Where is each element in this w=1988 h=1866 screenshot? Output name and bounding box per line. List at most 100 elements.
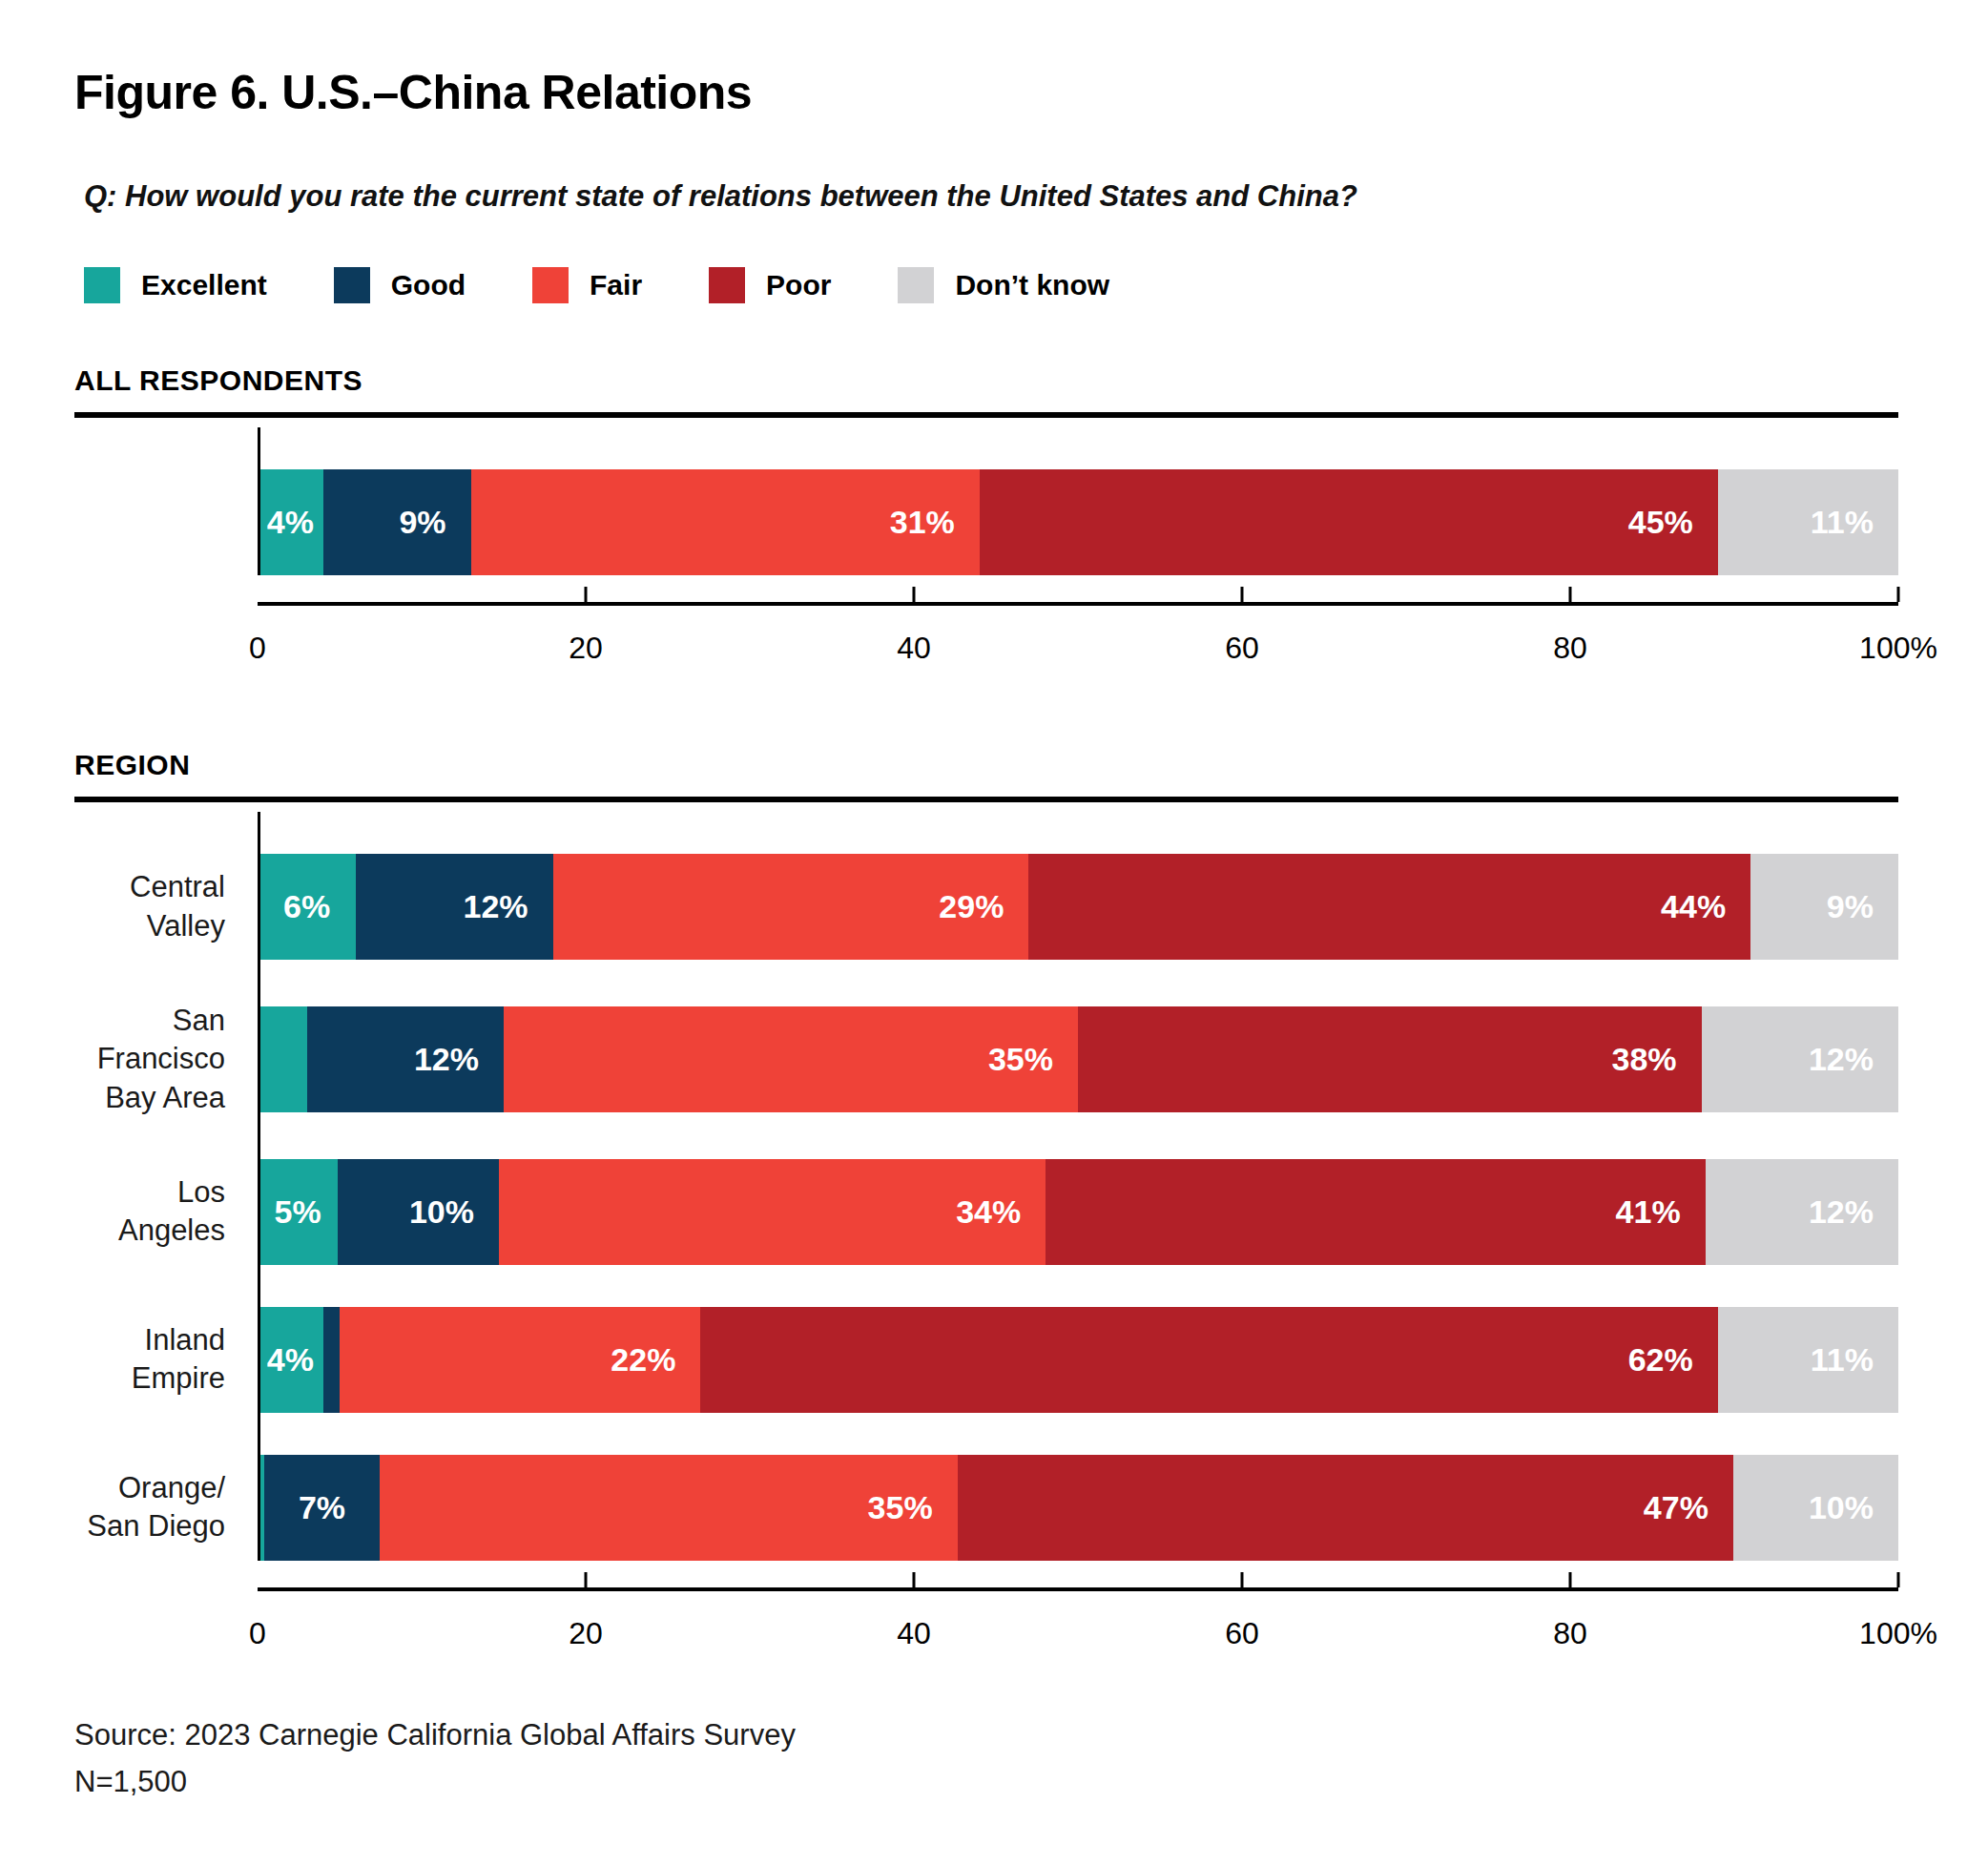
chart-row: Central Valley6%12%29%44%9%	[74, 854, 1898, 960]
legend-label: Good	[391, 269, 466, 301]
axis-tick-label: 100%	[1859, 1616, 1937, 1651]
x-axis: 020406080100%	[258, 602, 1898, 688]
section-region: REGION Central Valley6%12%29%44%9%San Fr…	[74, 749, 1898, 1673]
segment-value-label: 9%	[399, 504, 445, 541]
segment-value-label: 4%	[267, 504, 314, 541]
axis-tick	[1241, 587, 1244, 602]
bar-segment-good: 9%	[323, 469, 471, 575]
row-label: Orange/ San Diego	[74, 1469, 258, 1546]
plot-area: 4%9%31%45%11%	[74, 427, 1898, 575]
axis-tick-label: 20	[569, 1616, 603, 1651]
bar-segment-good: 7%	[264, 1455, 380, 1561]
bar-segment-poor: 62%	[700, 1307, 1717, 1413]
stacked-bar-chart-all: 4%9%31%45%11% 020406080100%	[74, 427, 1898, 688]
axis-tick	[1897, 1572, 1900, 1587]
legend-label: Excellent	[141, 269, 267, 301]
axis-tick-label: 80	[1553, 631, 1587, 666]
bar-rows: Central Valley 6% 12% 29% 44% 9% San Francisco…	[74, 812, 1898, 1561]
axis-tick-label: 0	[249, 631, 266, 666]
y-axis-line	[258, 812, 260, 1561]
segment-value-label: 44%	[1661, 888, 1726, 925]
bar-segment-fair: 35%	[380, 1455, 958, 1561]
axis-tick	[1897, 587, 1900, 602]
row-label: Inland Empire	[74, 1321, 258, 1399]
segment-value-label: 7%	[299, 1489, 345, 1526]
bar-segment-good: 12%	[307, 1006, 504, 1112]
axis-tick	[1569, 587, 1572, 602]
legend-swatch-excellent	[84, 267, 120, 303]
segment-value-label: 5%	[275, 1193, 321, 1231]
bar-segment-fair: 31%	[471, 469, 980, 575]
stacked-bar: 4%22%62%11%	[258, 1307, 1898, 1413]
axis-tick	[585, 1572, 588, 1587]
axis-tick	[1569, 1572, 1572, 1587]
segment-value-label: 41%	[1616, 1193, 1681, 1231]
x-axis: 020406080100%	[258, 1587, 1898, 1673]
segment-value-label: 62%	[1628, 1341, 1693, 1379]
bar-segment-poor: 41%	[1046, 1159, 1705, 1265]
segment-value-label: 12%	[414, 1041, 479, 1078]
stacked-bar: 4%9%31%45%11%	[258, 469, 1898, 575]
row-label: San Francisco Bay Area	[74, 1002, 258, 1117]
chart-row: Orange/ San Diego 7% 35% 47% 10%	[74, 1455, 1898, 1561]
bar-rows: 4%9%31%45%11%	[74, 427, 1898, 575]
legend-item-excellent: Excellent	[84, 267, 267, 303]
segment-value-label: 12%	[1809, 1193, 1874, 1231]
legend: Excellent Good Fair Poor Don’t know	[74, 267, 1898, 303]
axis-tick	[1241, 1572, 1244, 1587]
bar-segment-dont_know: 12%	[1702, 1006, 1898, 1112]
bar-segment-poor: 38%	[1078, 1006, 1702, 1112]
bar-segment-fair: 34%	[499, 1159, 1046, 1265]
figure-title: Figure 6. U.S.–China Relations	[74, 65, 1898, 120]
stacked-bar: 12%35%38%12%	[258, 1006, 1898, 1112]
bar-segment-fair: 22%	[340, 1307, 700, 1413]
chart-row: Los Angeles 5% 10%34% 41% 12%	[74, 1159, 1898, 1265]
axis-tick	[913, 1572, 916, 1587]
chart-row: San Francisco Bay Area12%35%38%12%	[74, 1002, 1898, 1117]
source-line: Source: 2023 Carnegie California Global …	[74, 1711, 1898, 1759]
axis-tick	[913, 587, 916, 602]
legend-label: Poor	[766, 269, 831, 301]
segment-value-label: 35%	[868, 1489, 933, 1526]
axis-tick-label: 0	[249, 1616, 266, 1651]
axis-tick-label: 40	[897, 1616, 931, 1651]
axis-tick-label: 40	[897, 631, 931, 666]
axis-tick-label: 20	[569, 631, 603, 666]
legend-swatch-fair	[532, 267, 569, 303]
legend-swatch-dont_know	[898, 267, 934, 303]
bar-segment-excellent: 4%	[258, 469, 323, 575]
segment-value-label: 11%	[1811, 504, 1874, 541]
bar-segment-poor: 47%	[958, 1455, 1733, 1561]
segment-value-label: 10%	[1809, 1489, 1874, 1526]
legend-item-good: Good	[334, 267, 466, 303]
legend-label: Fair	[590, 269, 642, 301]
legend-item-fair: Fair	[532, 267, 642, 303]
stacked-bar-chart-region: Central Valley 6% 12% 29% 44% 9% San Francisco…	[74, 812, 1898, 1673]
bar-segment-dont_know: 11%	[1718, 1307, 1898, 1413]
segment-value-label: 22%	[611, 1341, 675, 1379]
survey-question: Q: How would you rate the current state …	[74, 179, 1898, 214]
axis-tick	[585, 587, 588, 602]
chart-row: 4%9%31%45%11%	[74, 469, 1898, 575]
chart-row: Inland Empire4%22%62%11%	[74, 1307, 1898, 1413]
segment-value-label: 11%	[1811, 1341, 1874, 1379]
axis-tick-label: 60	[1225, 631, 1259, 666]
axis-tick-label: 80	[1553, 1616, 1587, 1651]
segment-value-label: 6%	[283, 888, 330, 925]
bar-segment-poor: 44%	[1028, 854, 1750, 960]
stacked-bar: 7% 35% 47% 10%	[258, 1455, 1898, 1561]
bar-segment-excellent: 6%	[258, 854, 356, 960]
bar-segment-dont_know: 9%	[1750, 854, 1898, 960]
stacked-bar: 6%12%29%44%9%	[258, 854, 1898, 960]
stacked-bar: 5% 10%34% 41% 12%	[258, 1159, 1898, 1265]
bar-segment-fair: 29%	[553, 854, 1029, 960]
row-label: Central Valley	[74, 868, 258, 945]
legend-item-dont_know: Don’t know	[898, 267, 1109, 303]
segment-value-label: 38%	[1612, 1041, 1677, 1078]
bar-segment-dont_know: 10%	[1733, 1455, 1898, 1561]
row-label: Los Angeles	[74, 1173, 258, 1251]
bar-segment-good: 10%	[338, 1159, 499, 1265]
segment-value-label: 9%	[1827, 888, 1874, 925]
legend-label: Don’t know	[955, 269, 1109, 301]
bar-segment-excellent: 5%	[258, 1159, 338, 1265]
